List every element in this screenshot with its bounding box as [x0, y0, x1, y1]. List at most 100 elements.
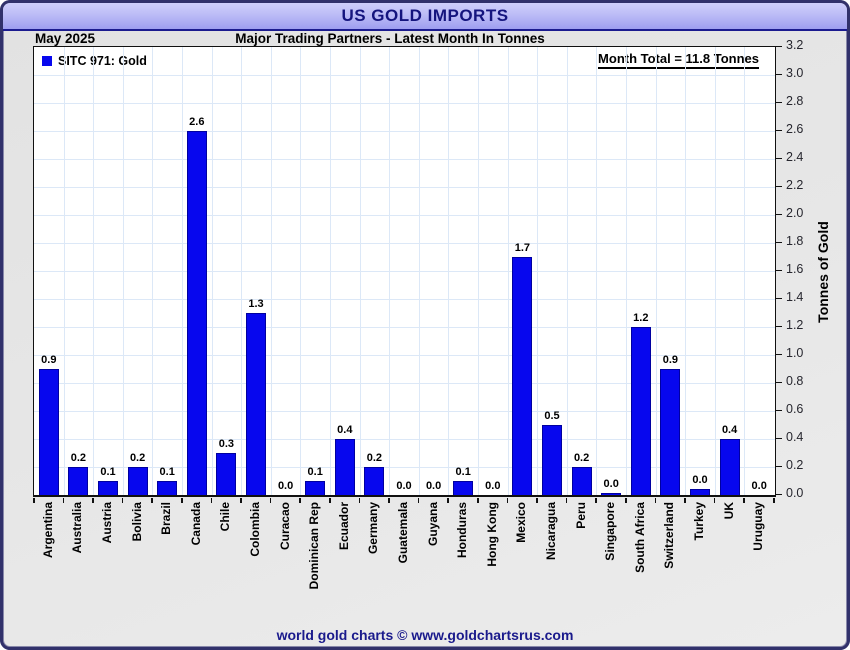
bar-south-africa	[630, 327, 651, 495]
x-axis-label-canada: Canada	[188, 502, 203, 546]
y-tick-label: 0.4	[786, 430, 804, 444]
y-tick	[776, 409, 782, 411]
y-tick	[776, 353, 782, 355]
x-slot: Australia	[63, 502, 93, 616]
y-tick-label: 0.2	[786, 458, 804, 472]
y-tick	[776, 381, 782, 383]
x-tick	[388, 498, 390, 503]
y-tick-label: 1.6	[786, 262, 804, 276]
y-tick	[776, 213, 782, 215]
y-tick	[776, 465, 782, 467]
bar-value-label: 0.1	[100, 466, 116, 478]
x-slot: Argentina	[33, 502, 63, 616]
bar-value-label: 0.0	[692, 474, 708, 486]
v-gridline	[359, 47, 361, 495]
x-axis-label-austria: Austria	[99, 502, 114, 544]
v-gridline	[300, 47, 302, 495]
v-gridline	[448, 47, 450, 495]
v-gridline	[478, 47, 479, 495]
x-axis-label-honduras: Honduras	[455, 502, 470, 559]
bar-value-label: 0.9	[41, 354, 57, 366]
x-tick	[506, 498, 509, 503]
x-axis-label-bolivia: Bolivia	[129, 502, 144, 542]
bar-value-label: 0.5	[544, 410, 560, 422]
v-gridline	[418, 47, 420, 495]
x-slot: Austria	[92, 502, 122, 616]
bar-mexico	[512, 257, 533, 495]
plot-area: SITC 971: Gold Month Total = 11.8 Tonnes…	[33, 46, 776, 497]
h-gridline	[34, 383, 775, 384]
x-slot: Curacao	[270, 502, 300, 616]
chart-title: US GOLD IMPORTS	[341, 6, 509, 25]
x-slot: Nicaragua	[536, 502, 566, 616]
x-axis-label-argentina: Argentina	[40, 502, 55, 559]
x-slot: Switzerland	[655, 502, 685, 616]
v-gridline	[182, 47, 183, 495]
x-slot: Canada	[181, 502, 211, 616]
x-tick	[358, 498, 361, 503]
bar-value-label: 0.0	[396, 480, 412, 492]
x-tick	[121, 498, 124, 503]
legend: SITC 971: Gold	[42, 54, 147, 68]
x-axis-label-uruguay: Uruguay	[751, 502, 766, 551]
x-slot: Turkey	[684, 502, 714, 616]
bar-value-label: 0.2	[573, 452, 590, 464]
v-gridline	[566, 47, 568, 495]
x-slot: Honduras	[447, 502, 477, 616]
bar-value-label: 0.0	[603, 478, 619, 490]
bar-peru	[571, 467, 592, 495]
v-gridline	[626, 47, 627, 495]
bar-value-label: 0.0	[425, 480, 442, 492]
credit-line: world gold charts © www.goldchartsrus.co…	[276, 627, 574, 643]
chart-subtitle: Major Trading Partners - Latest Month In…	[235, 31, 545, 46]
v-gridline	[152, 47, 154, 495]
bar-value-label: 0.9	[662, 354, 679, 366]
x-tick	[210, 498, 213, 503]
y-tick-label: 1.2	[786, 318, 804, 332]
bar-canada	[186, 131, 207, 495]
y-tick	[776, 325, 782, 327]
bar-value-label: 0.0	[485, 480, 501, 492]
y-tick-label: 3.0	[786, 66, 804, 80]
h-gridline	[34, 411, 775, 412]
x-slot: Germany	[359, 502, 389, 616]
y-tick	[776, 157, 782, 159]
bar-honduras	[453, 481, 474, 495]
bar-value-label: 0.4	[721, 424, 738, 436]
h-gridline	[34, 439, 775, 440]
bar-ecuador	[334, 439, 355, 495]
x-axis-label-south-africa: South Africa	[632, 502, 647, 573]
h-gridline	[34, 159, 775, 160]
x-axis-label-germany: Germany	[366, 502, 381, 555]
legend-label: SITC 971: Gold	[58, 54, 147, 68]
h-gridline	[34, 243, 775, 244]
y-tick	[776, 45, 782, 47]
v-gridline	[714, 47, 716, 495]
y-tick-label: 0.8	[786, 374, 804, 388]
x-slot: South Africa	[625, 502, 655, 616]
x-slot: Singapore	[595, 502, 625, 616]
y-tick	[776, 493, 782, 495]
x-axis-label-colombia: Colombia	[247, 502, 262, 557]
h-gridline	[34, 103, 775, 104]
v-gridline	[122, 47, 124, 495]
y-tick-label: 2.0	[786, 206, 804, 220]
bar-value-label: 0.2	[129, 452, 146, 464]
x-slot: Mexico	[507, 502, 537, 616]
h-gridline	[34, 327, 775, 328]
x-tick	[151, 498, 153, 503]
x-axis-label-guyana: Guyana	[425, 502, 440, 547]
x-tick	[92, 498, 94, 503]
x-axis-label-peru: Peru	[573, 502, 588, 529]
v-gridline	[507, 47, 509, 495]
y-tick	[776, 185, 782, 187]
x-axis-label-chile: Chile	[218, 502, 233, 532]
y-tick	[776, 101, 782, 103]
x-slot: Peru	[566, 502, 596, 616]
v-gridline	[63, 47, 65, 495]
h-gridline	[34, 271, 775, 272]
h-gridline	[34, 299, 775, 300]
h-gridline	[34, 215, 775, 216]
y-tick-label: 1.4	[786, 290, 804, 304]
x-tick	[447, 498, 449, 503]
